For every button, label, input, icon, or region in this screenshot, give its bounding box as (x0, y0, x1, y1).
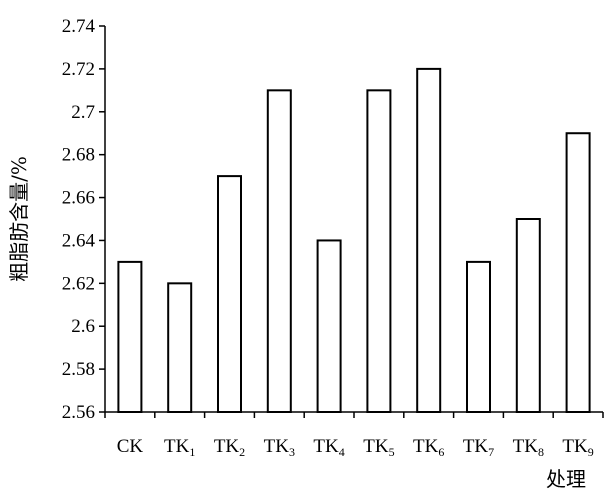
bar-tk4 (316, 239, 342, 413)
bar-tk9 (565, 132, 591, 413)
y-tick-label: 2.56 (62, 402, 95, 423)
x-tick-label: CK (117, 436, 144, 457)
x-tick-label-main: TK (562, 436, 588, 457)
x-tick-label: TK6 (413, 436, 444, 459)
y-tick-label: 2.68 (62, 145, 95, 166)
y-tick-label: 2.66 (62, 188, 95, 209)
y-tick-label: 2.7 (71, 102, 95, 123)
bar-tk6 (416, 67, 442, 413)
x-tick-label: TK5 (363, 436, 394, 459)
x-tick-label-main: TK (463, 436, 489, 457)
x-tick-label-subscript: 9 (588, 445, 594, 459)
y-tick-labels: 2.56 2.58 2.6 2.62 2.64 2.66 2.68 2.7 2.72 2.74 (62, 16, 96, 423)
bar-tk7 (466, 260, 491, 413)
y-axis (99, 25, 106, 413)
x-tick-label-main: CK (117, 436, 144, 457)
x-tick-label-main: TK (264, 436, 290, 457)
x-tick-label-main: TK (413, 436, 439, 457)
bar-tk8 (515, 218, 541, 413)
y-tick-label: 2.62 (62, 273, 95, 294)
x-tick-label-subscript: 4 (339, 445, 345, 459)
x-tick-label: TK9 (562, 436, 593, 459)
y-tick-label: 2.64 (62, 230, 96, 251)
x-tick-label: TK1 (164, 436, 195, 459)
x-tick-label-subscript: 6 (438, 445, 444, 459)
bar-tk1 (167, 282, 193, 414)
bars (117, 67, 591, 414)
x-tick-label: TK4 (313, 436, 344, 459)
y-tick-label: 2.72 (62, 59, 95, 80)
x-tick-label-main: TK (363, 436, 389, 457)
x-tick-label-main: TK (313, 436, 339, 457)
x-tick-label: TK3 (264, 436, 295, 459)
x-tick-label: TK7 (463, 436, 494, 459)
x-tick-label-subscript: 5 (389, 445, 395, 459)
x-tick-label-subscript: 8 (538, 445, 544, 459)
y-tick-label: 2.58 (62, 359, 95, 380)
x-tick-label-subscript: 2 (239, 445, 245, 459)
x-axis-title: 处理 (546, 467, 586, 491)
x-tick-labels: CK TK1 TK2 TK3 TK4 TK5 TK6 TK7 TK8 TK9 (117, 436, 594, 459)
x-tick-label-main: TK (164, 436, 190, 457)
x-tick-label: TK2 (214, 436, 245, 459)
bar-tk3 (266, 89, 292, 413)
x-tick-label-main: TK (513, 436, 539, 457)
x-tick-label: TK8 (513, 436, 544, 459)
x-tick-label-subscript: 1 (189, 445, 195, 459)
bar-ck (117, 260, 143, 413)
bar-tk5 (366, 89, 392, 413)
y-tick-label: 2.74 (62, 16, 96, 37)
bar-tk2 (217, 175, 242, 413)
y-axis-title: 粗脂肪含量/% (7, 156, 31, 282)
x-tick-label-main: TK (214, 436, 240, 457)
x-tick-label-subscript: 3 (289, 445, 295, 459)
x-tick-label-subscript: 7 (488, 445, 494, 459)
y-tick-label: 2.6 (71, 316, 95, 337)
